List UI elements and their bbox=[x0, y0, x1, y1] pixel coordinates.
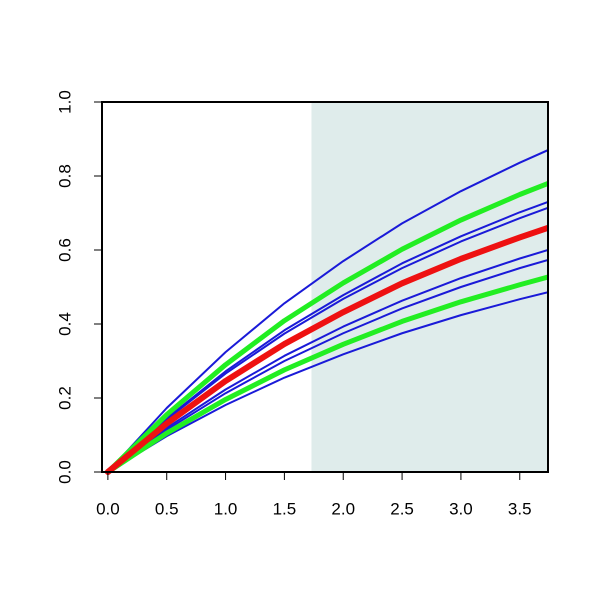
series-line bbox=[106, 291, 548, 473]
x-tick-label: 0.0 bbox=[96, 499, 120, 518]
series-line bbox=[104, 224, 548, 475]
x-tick-label: 2.0 bbox=[331, 499, 355, 518]
series-line bbox=[106, 200, 548, 473]
y-tick-label: 0.6 bbox=[55, 238, 74, 262]
x-tick-label: 0.5 bbox=[155, 499, 179, 518]
x-tick-label: 1.0 bbox=[214, 499, 238, 518]
x-tick-label: 3.0 bbox=[449, 499, 473, 518]
y-tick-label: 0.0 bbox=[55, 460, 74, 484]
x-tick-label: 1.5 bbox=[273, 499, 297, 518]
x-tick-label: 3.5 bbox=[508, 499, 532, 518]
y-tick-label: 0.4 bbox=[55, 312, 74, 336]
series-line bbox=[106, 249, 548, 473]
series-line bbox=[106, 206, 548, 473]
series-line bbox=[106, 149, 548, 473]
y-tick-label: 0.2 bbox=[55, 386, 74, 410]
x-tick-label: 2.5 bbox=[390, 499, 414, 518]
series-line bbox=[105, 274, 548, 475]
series-line bbox=[106, 258, 548, 473]
y-tick-label: 1.0 bbox=[55, 90, 74, 114]
series-line bbox=[105, 180, 548, 475]
plot-frame bbox=[101, 101, 549, 473]
y-tick-label: 0.8 bbox=[55, 164, 74, 188]
